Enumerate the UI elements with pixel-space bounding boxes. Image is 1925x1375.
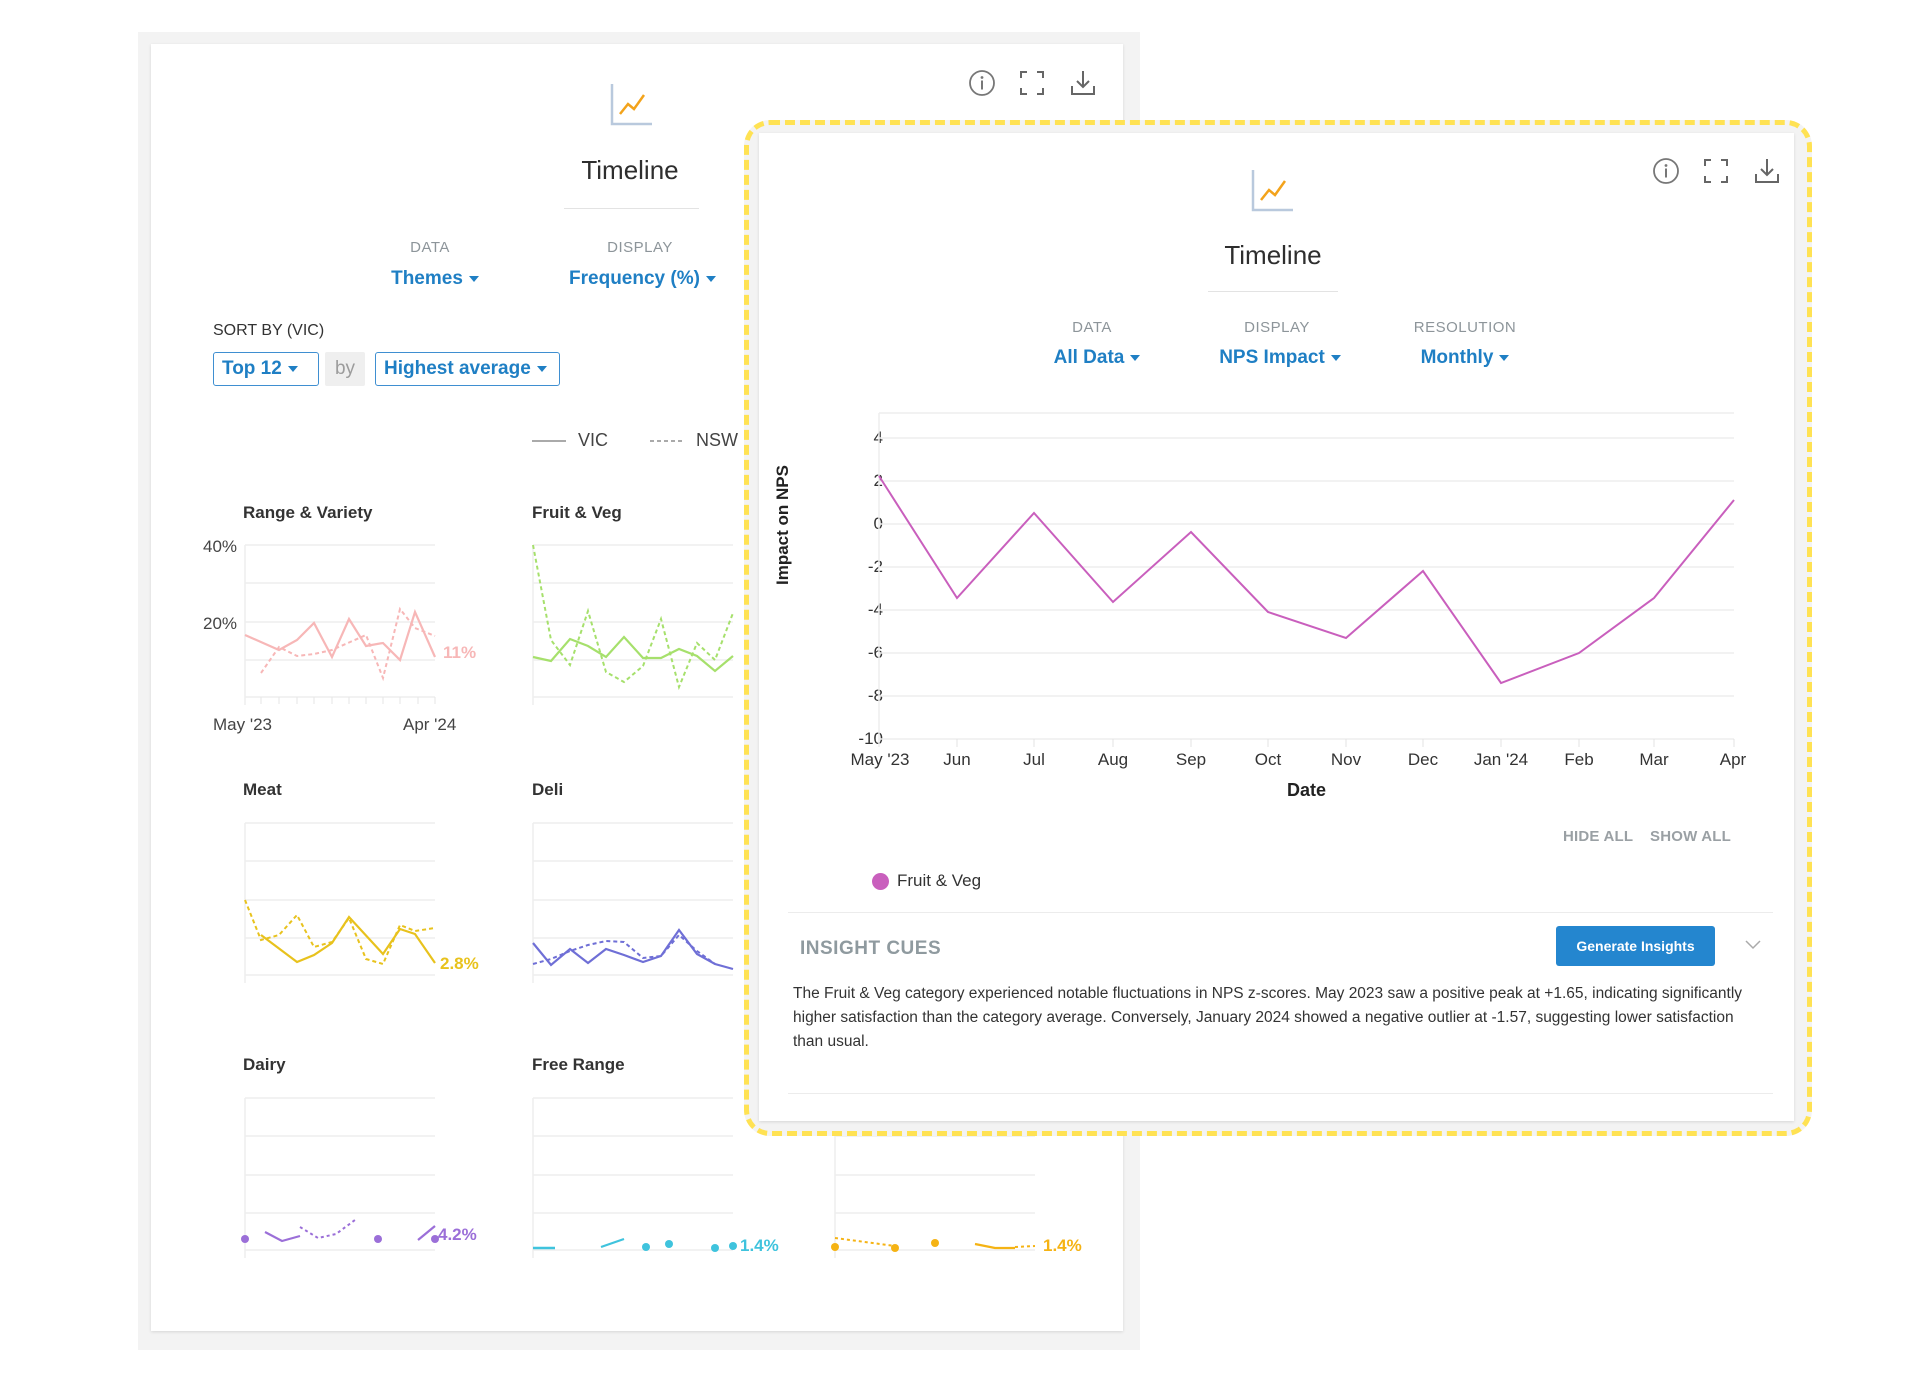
mini-chart-title: Meat — [243, 780, 282, 799]
section-divider — [788, 1093, 1773, 1094]
display-label: DISPLAY — [607, 239, 673, 256]
mini-chart-title: Range & Variety — [243, 503, 373, 522]
y-tick: 0 — [843, 514, 883, 534]
mini-chart-title: Deli — [532, 780, 564, 799]
download-icon[interactable] — [1752, 156, 1782, 186]
fullscreen-icon[interactable] — [1702, 157, 1730, 185]
y-tick: -6 — [867, 643, 883, 662]
download-icon[interactable] — [1068, 68, 1098, 98]
legend-item-fruit-veg[interactable]: Fruit & Veg — [872, 871, 981, 891]
y-tick: -4 — [867, 600, 883, 619]
y-tick: -2 — [867, 557, 883, 576]
resolution-label: RESOLUTION — [1413, 319, 1517, 336]
mini-chart-deli — [532, 822, 734, 983]
sort-order-dropdown[interactable]: Highest average — [375, 352, 560, 386]
front-panel-title: Timeline — [1224, 240, 1322, 270]
display-dropdown[interactable]: NPS Impact — [1200, 347, 1360, 369]
legend-nsw[interactable]: NSW — [650, 430, 738, 451]
data-dropdown[interactable]: Themes — [370, 268, 500, 290]
x-tick: Sep — [1175, 750, 1207, 769]
x-tick: Nov — [1330, 750, 1362, 769]
x-tick: Mar — [1639, 750, 1669, 769]
info-icon[interactable] — [968, 69, 996, 97]
y-tick: 4 — [843, 428, 883, 448]
x-tick: Jul — [1023, 750, 1045, 769]
mini-chart-title: Fruit & Veg — [532, 503, 622, 522]
display-label: DISPLAY — [1244, 319, 1310, 336]
x-tick-start: May '23 — [213, 715, 272, 734]
data-dropdown[interactable]: All Data — [1032, 347, 1162, 369]
solid-line-icon — [532, 439, 566, 442]
x-axis-title: Date — [1287, 780, 1327, 800]
mini-chart-fruit-veg — [532, 544, 734, 705]
legend-vic[interactable]: VIC — [532, 430, 608, 451]
y-tick: 2 — [843, 471, 883, 491]
mini-chart-dairy — [241, 1097, 439, 1258]
front-panel-toolbar — [1652, 156, 1782, 186]
caret-down-icon — [1330, 354, 1341, 361]
y-tick-40: 40% — [203, 537, 238, 556]
mini-chart-end-value: 1.4% — [1043, 1236, 1082, 1255]
y-tick-20: 20% — [203, 614, 238, 633]
top-n-dropdown[interactable]: Top 12 — [213, 352, 319, 386]
title-divider — [564, 208, 699, 209]
show-all-button[interactable]: SHOW ALL — [1650, 828, 1732, 845]
x-tick: Aug — [1097, 750, 1129, 769]
timeline-chart-icon — [608, 80, 656, 133]
x-tick-end: Apr '24 — [403, 715, 457, 734]
back-panel-toolbar — [968, 68, 1098, 98]
insight-cues-text: The Fruit & Veg category experienced not… — [793, 985, 1743, 1050]
caret-down-icon — [536, 366, 547, 372]
timeline-chart-icon — [1249, 166, 1297, 219]
data-label: DATA — [410, 239, 450, 256]
mini-chart-free-range — [532, 1097, 737, 1258]
mini-chart-title: Free Range — [532, 1055, 625, 1074]
chevron-down-icon[interactable] — [1745, 937, 1761, 955]
caret-down-icon — [1499, 354, 1510, 361]
x-tick: Dec — [1407, 750, 1439, 769]
y-axis-title: Impact on NPS — [773, 465, 792, 585]
dashed-line-icon — [650, 439, 684, 442]
caret-down-icon — [1130, 354, 1141, 361]
mini-chart-end-value: 2.8% — [440, 954, 479, 973]
caret-down-icon — [468, 275, 479, 282]
mini-chart-meat — [244, 822, 436, 983]
mini-chart-end-value: 4.2% — [438, 1225, 477, 1244]
x-tick: Oct — [1254, 750, 1282, 769]
y-tick: -8 — [867, 686, 883, 705]
mini-chart-title: Dairy — [243, 1055, 286, 1074]
display-dropdown[interactable]: Frequency (%) — [555, 268, 730, 290]
series-color-dot-icon — [872, 872, 889, 890]
mini-chart-end-value: 11% — [443, 643, 477, 662]
mini-chart-partial — [831, 1098, 1036, 1258]
title-divider — [1208, 291, 1338, 292]
hide-all-button[interactable]: HIDE ALL — [1563, 828, 1634, 845]
x-tick: Feb — [1564, 750, 1594, 769]
fullscreen-icon[interactable] — [1018, 69, 1046, 97]
mini-chart-range-variety — [244, 544, 437, 705]
caret-down-icon — [287, 366, 298, 372]
resolution-dropdown[interactable]: Monthly — [1400, 347, 1530, 369]
y-tick: -10 — [858, 729, 883, 748]
insight-cues-heading: INSIGHT CUES — [800, 938, 942, 959]
caret-down-icon — [705, 275, 716, 282]
generate-insights-button[interactable]: Generate Insights — [1556, 926, 1715, 966]
mini-chart-end-value: 1.4% — [740, 1236, 779, 1255]
nps-impact-line-chart — [878, 412, 1735, 747]
x-tick: Apr — [1719, 750, 1747, 769]
data-label: DATA — [1072, 319, 1112, 336]
info-icon[interactable] — [1652, 157, 1680, 185]
x-tick: Jan '24 — [1473, 750, 1529, 769]
x-tick: Jun — [943, 750, 971, 769]
sort-by-label: SORT BY (VIC) — [213, 322, 325, 339]
fruit-veg-series-line — [878, 475, 1735, 685]
section-divider — [788, 912, 1773, 913]
sort-by-connector: by — [325, 352, 365, 386]
x-tick: May '23 — [850, 750, 910, 769]
back-panel-title: Timeline — [581, 155, 679, 185]
